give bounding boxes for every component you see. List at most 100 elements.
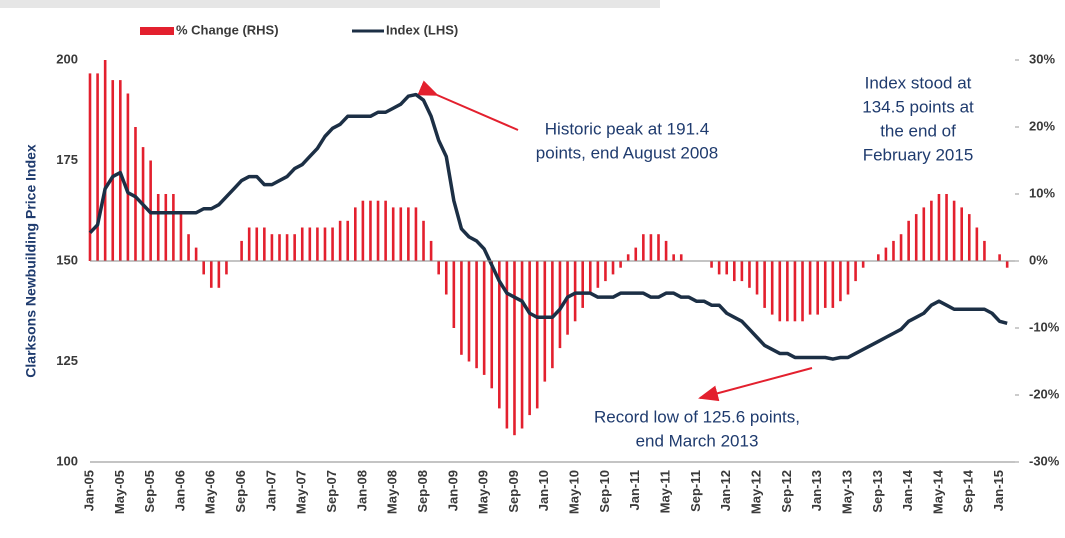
bar bbox=[293, 234, 296, 261]
y2-tick-label: 0% bbox=[1029, 252, 1048, 267]
x-tick-label: Sep-13 bbox=[870, 470, 885, 513]
bar bbox=[414, 207, 418, 261]
bar bbox=[520, 261, 524, 429]
y-axis-label: Clarksons Newbuilding Price Index bbox=[23, 144, 39, 378]
bar bbox=[657, 234, 660, 261]
bar bbox=[528, 261, 531, 416]
bar bbox=[505, 261, 509, 429]
bar bbox=[460, 261, 463, 355]
bar bbox=[952, 200, 956, 261]
bar bbox=[861, 261, 865, 268]
x-tick-label: Sep-07 bbox=[324, 470, 339, 513]
bar bbox=[429, 240, 433, 261]
x-tick-label: Jan-14 bbox=[900, 469, 915, 511]
bar bbox=[384, 200, 387, 261]
bar bbox=[111, 80, 115, 261]
x-tick-label: May-08 bbox=[385, 470, 400, 514]
bar bbox=[733, 261, 736, 282]
y2-tick-label: 30% bbox=[1029, 51, 1055, 66]
index-line bbox=[88, 92, 1008, 361]
bar bbox=[376, 200, 380, 261]
y2-tick-label: -30% bbox=[1029, 453, 1060, 468]
bar bbox=[209, 261, 213, 288]
bar bbox=[475, 261, 478, 369]
x-tick-label: Sep-09 bbox=[506, 470, 521, 513]
annotation: Historic peak at 191.4 bbox=[545, 119, 709, 138]
legend-label: % Change (RHS) bbox=[176, 22, 279, 37]
x-tick-label: Sep-12 bbox=[779, 470, 794, 513]
bar bbox=[103, 60, 107, 261]
y2-tick-label: -10% bbox=[1029, 319, 1060, 334]
bar bbox=[596, 261, 600, 288]
annotation: Index stood at bbox=[865, 73, 972, 92]
bar bbox=[967, 214, 971, 261]
bar bbox=[877, 254, 880, 261]
bar bbox=[452, 261, 456, 328]
y-tick-label: 125 bbox=[56, 353, 78, 368]
bar bbox=[914, 214, 918, 261]
top-band bbox=[0, 0, 660, 8]
bar bbox=[354, 207, 357, 261]
x-tick-label: May-14 bbox=[930, 469, 945, 514]
legend-label: Index (LHS) bbox=[386, 22, 458, 37]
bar bbox=[96, 73, 99, 262]
bar bbox=[573, 261, 577, 322]
bar bbox=[884, 247, 888, 261]
bar bbox=[907, 220, 910, 261]
bar bbox=[1005, 261, 1009, 268]
x-tick-label: May-10 bbox=[567, 470, 582, 514]
bar bbox=[786, 261, 789, 322]
bar bbox=[126, 93, 130, 261]
x-tick-label: Jan-05 bbox=[81, 470, 96, 511]
bar bbox=[717, 261, 721, 275]
bar bbox=[399, 207, 403, 261]
bar bbox=[331, 227, 334, 261]
bar bbox=[960, 207, 963, 261]
bar bbox=[816, 261, 819, 315]
bar bbox=[831, 261, 835, 308]
bar bbox=[755, 261, 759, 295]
bar bbox=[194, 247, 198, 261]
x-tick-label: May-05 bbox=[112, 470, 127, 514]
bar bbox=[710, 261, 713, 268]
bar bbox=[490, 261, 494, 389]
bar bbox=[672, 254, 675, 261]
annotation: 134.5 points at bbox=[862, 97, 974, 116]
bar bbox=[634, 247, 638, 261]
bar bbox=[217, 261, 221, 288]
bar bbox=[543, 261, 547, 382]
bar bbox=[664, 240, 668, 261]
bar bbox=[240, 240, 243, 261]
bar bbox=[278, 234, 281, 261]
x-tick-label: May-06 bbox=[203, 470, 218, 514]
annotation: the end of bbox=[880, 121, 956, 140]
x-tick-label: Jan-07 bbox=[263, 470, 278, 511]
bar bbox=[437, 261, 440, 275]
x-tick-label: Sep-14 bbox=[961, 469, 976, 512]
bar bbox=[770, 261, 774, 315]
x-tick-label: Sep-05 bbox=[142, 470, 157, 513]
bar bbox=[323, 227, 327, 261]
y-tick-label: 175 bbox=[56, 152, 78, 167]
y2-tick-label: 10% bbox=[1029, 185, 1055, 200]
y2-tick-label: 20% bbox=[1029, 118, 1055, 133]
bar bbox=[930, 200, 933, 261]
bar bbox=[535, 261, 539, 409]
bar bbox=[725, 261, 729, 275]
bar bbox=[922, 207, 926, 261]
bar bbox=[649, 234, 653, 261]
bar bbox=[247, 227, 251, 261]
bar bbox=[164, 194, 168, 261]
bar bbox=[854, 261, 857, 282]
arrow bbox=[698, 367, 813, 402]
bar bbox=[945, 194, 948, 261]
bar bbox=[285, 234, 289, 261]
bar bbox=[346, 220, 350, 261]
bar bbox=[369, 200, 372, 261]
bar bbox=[338, 220, 342, 261]
bar bbox=[808, 261, 812, 315]
bar bbox=[983, 240, 986, 261]
bar bbox=[300, 227, 304, 261]
bar bbox=[558, 261, 562, 349]
